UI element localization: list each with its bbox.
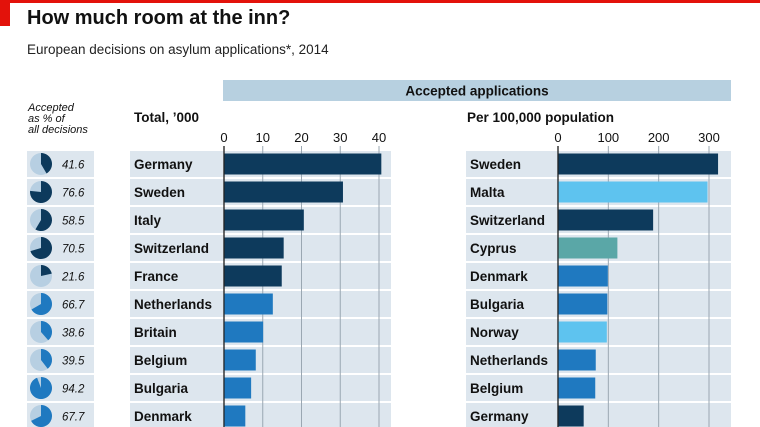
category-label: Bulgaria xyxy=(470,297,525,312)
category-label: Italy xyxy=(134,213,162,228)
pct-header-line: Accepted xyxy=(27,102,75,114)
banner-label: Accepted applications xyxy=(405,84,548,99)
tick-label: 10 xyxy=(256,130,270,145)
bar xyxy=(558,209,654,231)
category-label: France xyxy=(134,269,179,284)
panel-per-capita: 0 100 200 300 Sweden Malta Switzerland Cyprus De… xyxy=(470,130,720,427)
pie-slice xyxy=(41,265,52,276)
pct-value: 70.5 xyxy=(62,244,85,256)
category-label: Bulgaria xyxy=(134,381,189,396)
category-label: Belgium xyxy=(134,353,187,368)
tick-label: 300 xyxy=(698,130,720,145)
tick-label: 40 xyxy=(372,130,386,145)
pct-value: 67.7 xyxy=(62,412,85,424)
category-label: Sweden xyxy=(470,157,521,172)
pct-value: 66.7 xyxy=(62,300,85,312)
bar xyxy=(224,405,246,427)
pct-value: 41.6 xyxy=(62,160,85,172)
category-label: Malta xyxy=(470,185,505,200)
bar xyxy=(558,293,608,315)
bar xyxy=(558,237,618,259)
category-label: Denmark xyxy=(134,409,192,424)
bar xyxy=(224,181,343,203)
bar xyxy=(224,265,282,287)
tick-label: 0 xyxy=(220,130,227,145)
category-label: Switzerland xyxy=(134,241,209,256)
bar xyxy=(224,293,273,315)
pie-slice xyxy=(30,181,53,204)
pie-slice xyxy=(31,405,52,427)
bar xyxy=(558,321,607,343)
category-label: Netherlands xyxy=(134,297,212,312)
bar xyxy=(558,265,608,287)
category-label: Netherlands xyxy=(470,353,548,368)
chart-title: How much room at the inn? xyxy=(27,7,291,29)
chart-subtitle: European decisions on asylum application… xyxy=(27,42,329,57)
panel-total: 0 10 20 30 40 Germany Sweden Italy Switzerland Fr… xyxy=(134,130,386,427)
panel-total-title: Total, ’000 xyxy=(134,110,199,125)
tick-label: 100 xyxy=(597,130,619,145)
row-band xyxy=(466,403,731,427)
bar xyxy=(224,377,252,399)
category-label: Cyprus xyxy=(470,241,517,256)
panel-per-capita-title: Per 100,000 population xyxy=(467,110,614,125)
row-band xyxy=(130,347,391,373)
category-label: Germany xyxy=(134,157,193,172)
pie-slice xyxy=(29,377,52,399)
tick-label: 0 xyxy=(554,130,561,145)
category-label: Britain xyxy=(134,325,177,340)
pct-value: 76.6 xyxy=(62,188,85,200)
pie-slice xyxy=(41,153,53,174)
row-band xyxy=(466,375,731,401)
category-label: Belgium xyxy=(470,381,523,396)
pie-slice xyxy=(41,349,53,369)
tick-label: 200 xyxy=(648,130,670,145)
pct-header-line: all decisions xyxy=(28,124,88,136)
pct-value: 38.6 xyxy=(62,328,85,340)
pie-slice xyxy=(41,321,52,341)
bar xyxy=(558,153,719,175)
tick-label: 20 xyxy=(294,130,308,145)
bar xyxy=(558,349,596,371)
bar xyxy=(224,321,264,343)
category-label: Norway xyxy=(470,325,519,340)
row-band xyxy=(130,403,391,427)
category-label: Switzerland xyxy=(470,213,545,228)
bar xyxy=(558,181,708,203)
red-corner-tab xyxy=(0,0,10,26)
pct-value: 58.5 xyxy=(62,216,85,228)
row-band xyxy=(466,347,731,373)
pct-header-line: as % of xyxy=(28,113,66,125)
pie-slice xyxy=(35,209,52,231)
row-band xyxy=(130,375,391,401)
accepted-pct-column: 41.6 76.6 58.5 70.5 21.6 66.7 38.6 39.5 94.2 67.7 xyxy=(27,151,94,427)
pct-value: 21.6 xyxy=(61,272,85,284)
category-label: Germany xyxy=(470,409,529,424)
banner-group: Accepted applications xyxy=(223,80,731,101)
bar xyxy=(558,405,584,427)
top-red-rule xyxy=(0,0,760,3)
pct-value: 94.2 xyxy=(62,384,85,396)
category-label: Sweden xyxy=(134,185,185,200)
bar xyxy=(224,209,304,231)
banner-bar xyxy=(223,80,731,101)
pct-value: 39.5 xyxy=(62,356,85,368)
bar xyxy=(224,349,256,371)
bar xyxy=(558,377,596,399)
bar xyxy=(224,237,284,259)
category-label: Denmark xyxy=(470,269,528,284)
pie-slice xyxy=(31,293,52,315)
tick-label: 30 xyxy=(333,130,347,145)
bar xyxy=(224,153,382,175)
pie-slice xyxy=(30,237,53,259)
